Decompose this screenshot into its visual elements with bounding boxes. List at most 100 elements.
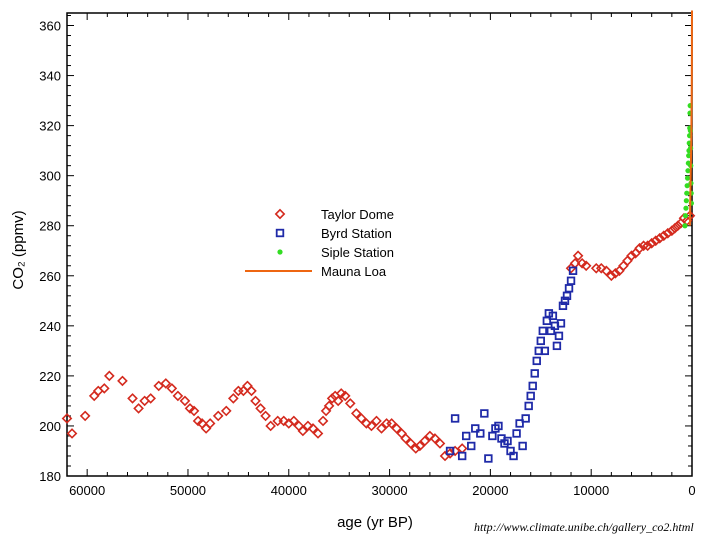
legend-label: Mauna Loa	[321, 264, 387, 279]
y-tick-label: 200	[39, 419, 61, 434]
data-point	[104, 370, 115, 382]
data-point	[558, 301, 568, 311]
data-point	[600, 265, 612, 277]
data-point	[471, 424, 480, 433]
data-point	[524, 401, 533, 411]
data-point	[212, 410, 224, 422]
data-point	[606, 270, 617, 282]
data-point	[204, 418, 216, 429]
y-tick-label: 300	[39, 169, 61, 184]
data-point	[461, 431, 471, 441]
data-point	[79, 410, 91, 422]
x-tick-label: 30000	[372, 483, 408, 498]
data-point	[494, 421, 503, 431]
data-point	[683, 205, 689, 211]
data-point	[650, 235, 662, 247]
y-axis-ticks: 180 200 220 240 260 280 300 320 340 360	[39, 15, 692, 484]
data-point	[638, 240, 649, 252]
data-point	[405, 438, 417, 449]
data-point	[683, 198, 689, 204]
x-tick-label: 0	[688, 483, 695, 498]
data-point	[480, 409, 489, 418]
data-point	[386, 418, 397, 429]
series-line	[688, 10, 693, 226]
data-point	[434, 438, 446, 449]
legend-swatch	[277, 249, 283, 255]
data-point	[626, 250, 637, 262]
data-point	[566, 276, 576, 285]
x-tick-label: 50000	[170, 483, 206, 498]
data-point	[220, 405, 232, 417]
data-point	[554, 331, 564, 341]
x-tick-label: 10000	[573, 483, 609, 498]
data-point	[595, 262, 607, 274]
x-tick-label: 40000	[271, 483, 307, 498]
data-point	[153, 380, 165, 392]
data-point	[512, 429, 521, 438]
data-point	[484, 454, 493, 463]
data-point	[562, 291, 572, 301]
y-tick-label: 240	[39, 319, 61, 334]
data-point	[278, 415, 290, 427]
data-point	[457, 451, 467, 461]
data-point	[117, 375, 128, 387]
plot-frame-group	[66, 12, 693, 477]
data-point	[307, 423, 319, 434]
data-point	[530, 369, 539, 378]
data-point	[686, 153, 692, 159]
data-point	[634, 242, 645, 254]
legend: Taylor Dome Byrd Station Siple Station Maun…	[245, 207, 394, 279]
data-point	[66, 428, 78, 439]
data-point	[188, 405, 200, 417]
data-point	[326, 393, 338, 404]
data-point	[312, 428, 324, 439]
data-point	[400, 433, 412, 444]
data-point	[488, 431, 497, 441]
data-series	[61, 10, 696, 463]
data-point	[642, 240, 653, 252]
data-point	[682, 223, 688, 229]
data-point	[160, 378, 172, 389]
y-tick-label: 180	[39, 469, 61, 484]
data-point	[556, 319, 566, 328]
plot-frame	[66, 12, 693, 477]
legend-label: Taylor Dome	[321, 207, 394, 222]
data-point	[658, 230, 670, 242]
y-axis-label: CO₂ (ppmv)	[10, 210, 27, 289]
data-point	[509, 451, 518, 461]
data-point	[526, 391, 535, 401]
data-point	[297, 425, 309, 437]
data-point	[503, 436, 512, 446]
data-point	[429, 433, 441, 444]
data-point	[361, 418, 372, 429]
data-point	[450, 414, 460, 423]
data-point	[666, 225, 678, 237]
y-tick-label: 340	[39, 69, 61, 84]
data-point	[391, 423, 402, 434]
series-taylor-dome	[61, 210, 696, 462]
data-point	[172, 390, 184, 402]
data-point	[449, 445, 461, 457]
data-point	[552, 341, 562, 351]
data-point	[580, 260, 592, 272]
data-point	[684, 175, 691, 181]
data-point	[528, 381, 537, 391]
data-point	[255, 403, 266, 414]
y-tick-label: 220	[39, 369, 61, 384]
data-point	[356, 413, 367, 424]
y-tick-label: 260	[39, 269, 61, 284]
data-point	[302, 420, 314, 432]
data-point	[572, 250, 584, 262]
data-point	[515, 419, 524, 428]
data-point	[133, 403, 144, 414]
data-point	[467, 441, 476, 451]
data-point	[476, 429, 485, 438]
data-point	[532, 356, 541, 366]
data-point	[684, 183, 690, 189]
data-point	[61, 413, 73, 424]
data-point	[654, 232, 666, 244]
data-point	[419, 435, 431, 447]
data-point	[662, 227, 674, 239]
data-point	[685, 168, 691, 174]
